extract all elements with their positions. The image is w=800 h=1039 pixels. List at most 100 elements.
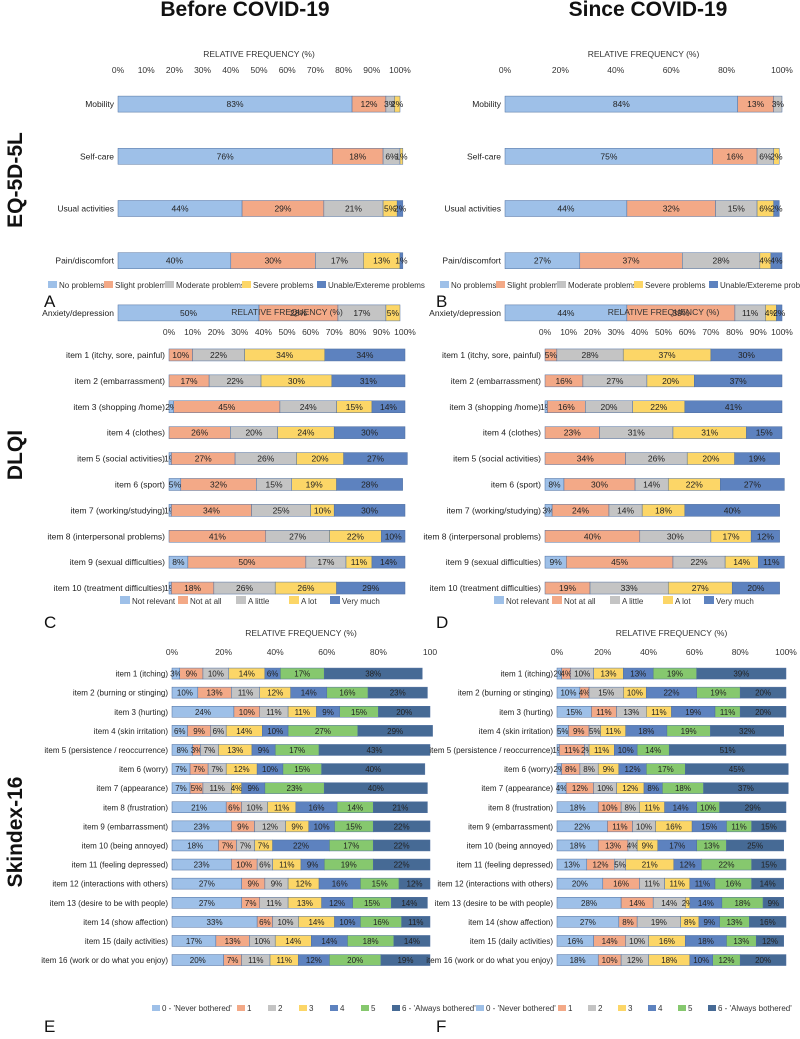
data-label: 9% bbox=[550, 557, 563, 567]
legend-label: Not relevant bbox=[506, 597, 550, 606]
bar-segment bbox=[734, 452, 780, 465]
data-label: 20% bbox=[572, 880, 588, 889]
data-label: 26% bbox=[257, 454, 274, 464]
header-since-covid: Since COVID-19 bbox=[569, 0, 728, 21]
data-label: 22% bbox=[394, 841, 410, 850]
bar-segment bbox=[380, 954, 431, 966]
x-tick-label: 20% bbox=[552, 65, 569, 75]
category-label: Pain/discomfort bbox=[55, 256, 114, 266]
bar-segment bbox=[776, 304, 783, 322]
data-label: 7% bbox=[245, 899, 257, 908]
data-label: 9% bbox=[247, 880, 259, 889]
data-label: 8% bbox=[684, 918, 696, 927]
data-label: 13% bbox=[601, 670, 617, 679]
data-label: 18% bbox=[363, 937, 379, 946]
legend-label: A little bbox=[248, 597, 270, 606]
data-label: 4% bbox=[770, 256, 783, 266]
data-label: 22% bbox=[686, 479, 703, 489]
data-label: 12% bbox=[572, 784, 588, 793]
data-label: 33% bbox=[621, 583, 638, 593]
legend-swatch bbox=[663, 596, 673, 604]
data-label: 20% bbox=[245, 428, 262, 438]
x-tick-label: 40% bbox=[607, 65, 624, 75]
x-tick-label: 20% bbox=[166, 65, 183, 75]
legend-label: 1 bbox=[568, 1004, 573, 1013]
data-label: 29% bbox=[387, 727, 403, 736]
data-label: 29% bbox=[362, 583, 379, 593]
data-label: 32% bbox=[739, 727, 755, 736]
data-label: 20% bbox=[755, 956, 771, 965]
data-label: 19% bbox=[397, 956, 413, 965]
data-label: 12% bbox=[625, 765, 641, 774]
bar-segment bbox=[398, 877, 431, 890]
data-label: 84% bbox=[613, 99, 630, 109]
data-label: 15% bbox=[598, 689, 614, 698]
data-label: 19% bbox=[749, 454, 766, 464]
data-label: 7% bbox=[211, 765, 223, 774]
data-label: 4% bbox=[627, 841, 639, 850]
data-label: 20% bbox=[600, 402, 617, 412]
bar-segment bbox=[357, 725, 433, 737]
x-tick-label: 70% bbox=[702, 327, 719, 337]
data-label: 10% bbox=[700, 803, 716, 812]
data-label: 10% bbox=[627, 689, 643, 698]
category-label: item 16 (work or do what you enjoy) bbox=[426, 956, 553, 965]
data-label: 39% bbox=[733, 670, 749, 679]
bar-segment bbox=[371, 555, 406, 569]
data-label: 15% bbox=[364, 899, 380, 908]
bar-segment bbox=[731, 581, 780, 595]
data-label: 12% bbox=[296, 880, 312, 889]
data-label: 10% bbox=[247, 803, 263, 812]
bar-segment bbox=[710, 348, 783, 362]
data-label: 13% bbox=[605, 841, 621, 850]
data-label: 14% bbox=[401, 899, 417, 908]
data-label: 16% bbox=[726, 151, 743, 161]
legend-swatch bbox=[496, 281, 505, 288]
legend-swatch bbox=[588, 1005, 596, 1011]
bar-segment bbox=[710, 725, 784, 737]
bar-segment bbox=[336, 478, 403, 491]
bar-segment bbox=[396, 200, 404, 217]
data-label: 9% bbox=[307, 861, 319, 870]
data-label: 7% bbox=[204, 746, 216, 755]
panel-f: RELATIVE FREQUENCY (%) 0% 20% 40% 60% 80% 100%… bbox=[426, 628, 797, 1013]
data-label: 28% bbox=[361, 479, 378, 489]
legend-label: Moderate problems bbox=[176, 281, 245, 290]
data-label: 15% bbox=[756, 428, 773, 438]
data-label: 4% bbox=[759, 256, 772, 266]
data-label: 15% bbox=[761, 861, 777, 870]
category-label: item 9 (sexual difficulties) bbox=[446, 557, 541, 567]
legend-swatch bbox=[317, 281, 326, 288]
legend-swatch bbox=[236, 596, 246, 604]
data-label: 8% bbox=[177, 746, 189, 755]
bar-segment bbox=[381, 530, 406, 543]
data-label: 4% bbox=[560, 670, 572, 679]
data-label: 11% bbox=[651, 708, 666, 717]
data-label: 6% bbox=[759, 204, 772, 214]
data-label: 41% bbox=[725, 402, 742, 412]
data-label: 17% bbox=[669, 841, 685, 850]
data-label: 13% bbox=[297, 899, 313, 908]
data-label: 11% bbox=[266, 708, 281, 717]
panel-letter-a: A bbox=[44, 292, 56, 311]
data-label: 2% bbox=[581, 746, 593, 755]
data-label: 2% bbox=[773, 308, 786, 318]
bar-segment bbox=[751, 877, 784, 890]
data-label: 2% bbox=[394, 204, 407, 214]
category-label: item 15 (daily activities) bbox=[470, 937, 553, 946]
data-label: 50% bbox=[238, 557, 255, 567]
data-label: 3% bbox=[542, 505, 555, 515]
data-label: 10% bbox=[172, 350, 189, 360]
legend-swatch bbox=[178, 596, 188, 604]
panel-a: RELATIVE FREQUENCY (%) 0% 10% 20% 30% 40% 50% 6… bbox=[42, 49, 425, 322]
data-label: 4% bbox=[765, 308, 778, 318]
category-label: Mobility bbox=[472, 99, 502, 109]
data-label: 14% bbox=[239, 670, 255, 679]
axis-title-a: RELATIVE FREQUENCY (%) bbox=[203, 49, 315, 59]
data-label: 20% bbox=[755, 708, 771, 717]
data-label: 14% bbox=[380, 557, 397, 567]
data-label: 6% bbox=[259, 861, 271, 870]
data-label: 11% bbox=[720, 708, 735, 717]
data-label: 15% bbox=[351, 708, 367, 717]
data-label: 14% bbox=[733, 557, 750, 567]
